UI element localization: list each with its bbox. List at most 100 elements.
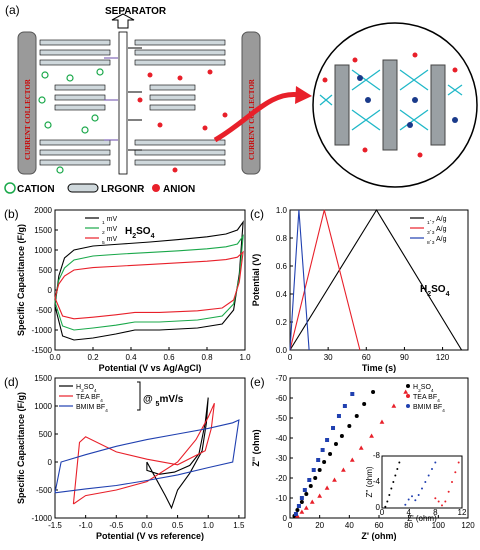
inset-y-tick-label: 0 (376, 503, 381, 512)
scatter-point (403, 389, 409, 394)
scatter-point (371, 390, 376, 394)
inset-point (434, 497, 437, 500)
x-tick-label: 0 (288, 353, 293, 362)
plot-frame-e (289, 377, 469, 519)
current-collector-right-label: CURRENT COLLECTOR (248, 78, 256, 160)
inset-point (404, 503, 407, 506)
y-tick-label: 2000 (34, 206, 52, 215)
inset-point (434, 461, 437, 464)
scatter-point (341, 467, 346, 472)
y-axis-label: Specific Capacitance (F/g) (16, 224, 26, 336)
inset-x-tick-label: 12 (458, 508, 467, 517)
y-tick-label: 500 (39, 430, 53, 439)
x-tick-label: 80 (404, 521, 413, 530)
scatter-point (322, 460, 327, 464)
scatter-point (332, 477, 337, 482)
y-tick-label: 500 (39, 266, 53, 275)
legend-entry: 1 mV (102, 216, 118, 226)
scatter-point (299, 500, 304, 504)
ion-flow-arrows (104, 47, 142, 151)
y-tick-label: 0.4 (276, 290, 288, 299)
x-tick-label: 20 (315, 521, 324, 530)
y-tick-label: 1500 (34, 374, 52, 383)
separator-arrow-icon (111, 13, 135, 29)
panel-c: (c) 0 30 60 90 120 0.0 0.2 0.4 0.6 0.8 1.0 Time (s) P… (250, 206, 469, 373)
legend-marker (406, 404, 410, 408)
inset-point (417, 494, 420, 496)
y-tick-label: 1000 (34, 246, 52, 255)
graphene-stack-right (134, 39, 226, 166)
x-tick-label: -1.0 (79, 521, 93, 530)
legend-anion: ANION (163, 184, 195, 195)
x-axis-label: Z' (ohm) (361, 531, 396, 541)
x-tick-label: 0.0 (141, 521, 153, 530)
inset-point (441, 504, 443, 507)
scatter-point (304, 492, 309, 496)
y-tick-label: 0 (48, 458, 53, 467)
panel-d-label: (d) (4, 375, 19, 389)
panel-a-legend: CATION LRGONR ANION (4, 182, 195, 195)
y-tick-label: 1.0 (276, 206, 288, 215)
scatter-point (299, 509, 305, 514)
series-line-3-3-a-g (289, 209, 361, 351)
panel-b: (b) 0.0 0.2 0.4 0.6 0.8 1.0 -1500 -1000 -500 0 500 1… (4, 206, 251, 373)
inset-point (444, 500, 447, 503)
inset-point (454, 471, 457, 474)
inset-point (411, 495, 413, 498)
x-tick-label: 120 (436, 353, 450, 362)
legend-cation: CATION (17, 184, 55, 195)
panel-b-label: (b) (4, 207, 19, 221)
x-tick-label: 0 (288, 521, 293, 530)
zoom-arrow-icon (213, 91, 301, 143)
legend-brace (137, 381, 141, 411)
x-tick-label: 0.8 (201, 353, 213, 362)
inset-point (457, 461, 460, 464)
x-tick-label: 90 (400, 353, 409, 362)
cation-icons (38, 68, 104, 174)
scatter-point (317, 468, 322, 472)
graphene-stack-left (39, 39, 111, 166)
series-line-tea-bf4 (72, 402, 215, 505)
legend-entry: 8.3 A/g (427, 236, 447, 246)
y-tick-label: 0.8 (276, 234, 288, 243)
series-line-bmim-bf4 (54, 419, 240, 494)
inset-point (447, 490, 450, 493)
series-line-2-mv (54, 234, 244, 331)
plot-frame-b (54, 209, 246, 351)
legend-entry: H2SO4 (76, 384, 97, 394)
y-tick-label: -500 (36, 486, 53, 495)
panel-a: (a) SEPARATOR CURRENT COLLECTOR CURRENT … (0, 0, 480, 200)
panel-a-label: (a) (5, 3, 20, 17)
inset-point (392, 481, 395, 483)
y-tick-label: 1500 (34, 226, 52, 235)
y-tick-label: -40 (275, 434, 287, 443)
inset-point (388, 494, 391, 496)
inset-point (431, 468, 433, 470)
legend-entry: TEA BF4 (76, 394, 103, 404)
y-tick-label: -1500 (32, 346, 53, 355)
inset-x-tick-label: 0 (380, 508, 385, 517)
inset-point (386, 500, 389, 503)
scatter-point (295, 508, 300, 512)
legend-entry: 5 mV (102, 236, 118, 246)
x-tick-label: 0.5 (172, 521, 184, 530)
x-tick-label: 0.2 (87, 353, 99, 362)
scatter-point (325, 438, 330, 442)
scatter-point (302, 488, 307, 492)
series-line-5-mv (54, 250, 244, 320)
x-tick-label: 30 (324, 353, 333, 362)
legend-entry: TEA BF4 (413, 394, 440, 404)
separator-label: SEPARATOR (105, 6, 167, 17)
y-tick-label: 0.6 (276, 262, 288, 271)
x-tick-label: 100 (432, 521, 446, 530)
inset-x-tick-label: 4 (406, 508, 411, 517)
panel-d: (d) -1.5 -1.0 -0.5 0.0 0.5 1.0 1.5 -1000 -500 0 500… (4, 374, 246, 541)
y-tick-label: -30 (275, 454, 287, 463)
legend-entry: 1.7 A/g (427, 216, 447, 226)
inset-point (394, 474, 397, 477)
scatter-point (339, 434, 344, 438)
scatter-point (342, 404, 347, 408)
y-tick-label: 1000 (34, 402, 52, 411)
current-collector-left-label: CURRENT COLLECTOR (24, 78, 32, 160)
